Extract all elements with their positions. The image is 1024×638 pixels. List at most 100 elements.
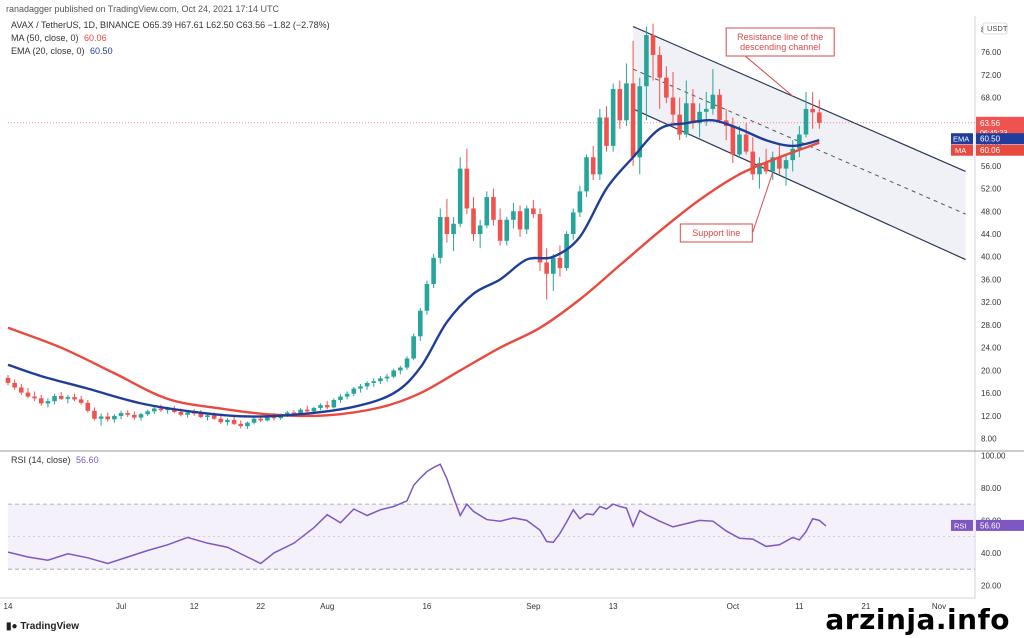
- support-callout-text: Support line: [692, 228, 740, 238]
- candle-body-up: [152, 408, 157, 412]
- candle-body-up: [318, 405, 323, 408]
- symbol-legend[interactable]: AVAX / TetherUS, 1D, BINANCE O65.39 H67.…: [11, 20, 330, 30]
- tradingview-logo[interactable]: ▮● TradingView: [6, 621, 79, 632]
- candle-body-up: [437, 216, 443, 258]
- y-tick-label: 28.00: [981, 321, 1002, 330]
- candle-body-down: [231, 419, 237, 424]
- candle-body-up: [251, 418, 257, 423]
- candle-body-down: [491, 197, 496, 220]
- candle-body-down: [531, 208, 536, 215]
- candle-body-down: [32, 396, 37, 399]
- rsi-y-tick-label: 40.00: [981, 549, 1002, 558]
- rsi-tag-label: RSI: [954, 521, 967, 530]
- candle-body-down: [58, 396, 64, 399]
- candle-body-down: [763, 162, 769, 172]
- candle-body-down: [238, 423, 244, 427]
- candle-body-down: [471, 208, 476, 234]
- candle-body-up: [457, 168, 463, 224]
- resistance-callout-box: [725, 27, 835, 57]
- candle-body-down: [630, 83, 636, 158]
- y-tick-label: 48.00: [981, 207, 1002, 216]
- candle-body-down: [25, 392, 31, 397]
- candle-body-down: [92, 410, 97, 419]
- candle-body-down: [5, 377, 11, 383]
- x-tick-label: 21: [861, 602, 870, 611]
- candle-body-up: [710, 94, 716, 109]
- candle-body-up: [511, 211, 516, 220]
- rsi-line: [7, 463, 827, 565]
- candle-body-down: [657, 54, 662, 78]
- candle-body-up: [524, 208, 529, 230]
- ma-legend[interactable]: MA (50, close, 0) 60.06: [11, 33, 107, 43]
- candle-body-up: [351, 388, 357, 394]
- candle-body-down: [690, 103, 696, 124]
- candle-body-down: [158, 408, 164, 411]
- candle-body-down: [670, 97, 676, 115]
- candle-body-down: [544, 262, 549, 274]
- publisher-line: ranadagger published on TradingView.com,…: [6, 4, 280, 14]
- candle-body-up: [431, 257, 436, 285]
- y-tick-label: 56.00: [981, 162, 1002, 171]
- candle-body-up: [703, 108, 709, 112]
- candle-body-down: [497, 219, 503, 241]
- candle-body-up: [797, 134, 802, 149]
- candle-body-down: [258, 418, 263, 421]
- y-tick-label: 8.00: [981, 435, 997, 444]
- currency-badge: [982, 22, 1008, 35]
- candle-body-up: [338, 396, 343, 400]
- rsi-tag-value: 56.60: [980, 521, 1001, 530]
- y-tick-label: 24.00: [981, 344, 1002, 353]
- candle-body-up: [45, 401, 51, 404]
- candle-body-up: [245, 422, 250, 427]
- ema-legend[interactable]: EMA (20, close, 0) 60.50: [11, 46, 113, 56]
- candle-body-down: [211, 415, 217, 419]
- candle-body-down: [178, 411, 184, 415]
- candle-body-up: [684, 103, 689, 135]
- candle-body-up: [757, 162, 762, 175]
- last-price-value: 63.56: [980, 119, 1001, 128]
- candle-body-down: [171, 409, 177, 412]
- candle-body-up: [624, 83, 629, 121]
- ema-tag-label: EMA: [953, 135, 969, 144]
- candle-body-down: [664, 77, 669, 98]
- candle-body-down: [617, 89, 623, 121]
- candle-body-up: [637, 86, 643, 158]
- candle-body-down: [19, 387, 24, 393]
- ema-tag-value: 60.50: [980, 135, 1001, 144]
- rsi-y-tick-label: 100.00: [981, 451, 1006, 460]
- y-tick-label: 44.00: [981, 230, 1002, 239]
- candle-body-down: [125, 413, 130, 415]
- candle-body-up: [364, 382, 370, 387]
- candle-body-down: [777, 157, 782, 169]
- candle-body-up: [737, 134, 742, 155]
- candle-body-down: [557, 257, 563, 269]
- candle-body-up: [484, 197, 490, 226]
- candle-body-up: [344, 393, 350, 397]
- candle-body-up: [610, 89, 616, 146]
- ma-tag-label: MA: [955, 146, 966, 155]
- y-tick-label: 16.00: [981, 389, 1002, 398]
- candle-body-up: [577, 191, 583, 213]
- x-tick-label: Sep: [526, 602, 541, 611]
- candle-body-down: [743, 134, 749, 152]
- candle-body-up: [803, 108, 809, 135]
- candle-body-down: [304, 409, 310, 412]
- rsi-legend[interactable]: RSI (14, close) 56.60: [11, 455, 99, 465]
- ma-tag-label-box: [951, 144, 973, 156]
- candle-body-up: [597, 117, 603, 175]
- candle-body-down: [590, 157, 596, 175]
- rsi-y-tick-label: 20.00: [981, 581, 1002, 590]
- y-tick-label: 12.00: [981, 412, 1002, 421]
- y-tick-label: 68.00: [981, 94, 1002, 103]
- candle-body-down: [750, 151, 756, 175]
- candle-body-down: [132, 414, 137, 418]
- x-tick-label: Aug: [320, 602, 334, 611]
- candle-body-up: [225, 419, 230, 423]
- candle-body-down: [604, 117, 609, 146]
- candle-body-up: [424, 284, 430, 311]
- candle-body-up: [285, 412, 290, 416]
- candle-body-up: [371, 381, 377, 383]
- candle-body-up: [265, 416, 270, 421]
- y-tick-label: 36.00: [981, 275, 1002, 284]
